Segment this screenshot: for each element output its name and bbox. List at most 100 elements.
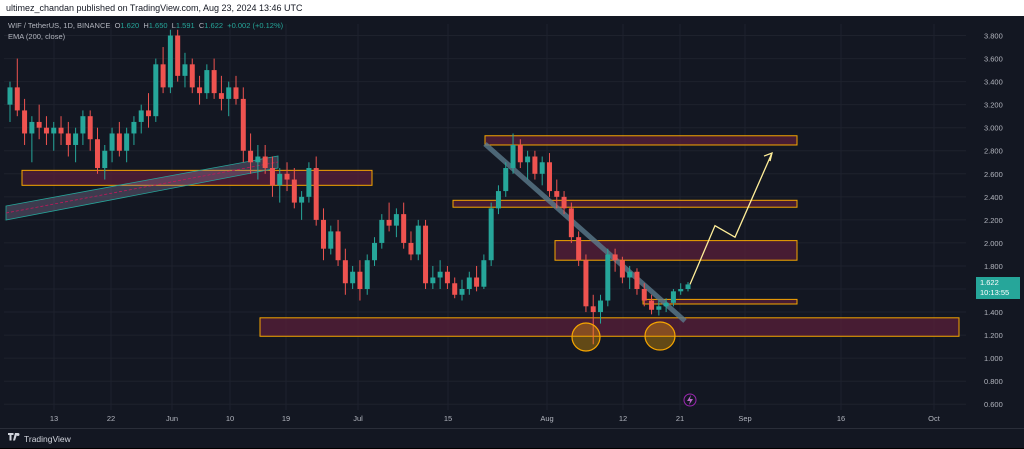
y-tick-label: 2.000: [984, 239, 1003, 248]
open-label: O: [114, 21, 121, 30]
arrow-head: [763, 152, 773, 162]
candle-body: [299, 196, 305, 203]
descending-trendline: [483, 142, 687, 323]
candle-body: [583, 260, 589, 307]
arrow-path: [689, 152, 773, 285]
open-value: 1.620: [120, 21, 140, 30]
close-value: 1.622: [204, 21, 224, 30]
symbol-name[interactable]: WIF / TetherUS, 1D, BINANCE: [8, 21, 111, 30]
candle-body: [146, 110, 152, 117]
candle-body: [277, 173, 283, 186]
candle-body: [612, 254, 618, 261]
candle-body: [539, 162, 545, 174]
time-axis[interactable]: 13 22 Jun 10 19 Jul 15 Aug 12 21 Sep 16 Oct: [50, 414, 941, 423]
candle-body: [546, 162, 552, 192]
y-tick-label: 0.800: [984, 377, 1003, 386]
candle-body: [678, 289, 684, 292]
candle-body: [510, 144, 516, 169]
zone: [554, 240, 798, 261]
candle-body: [7, 87, 13, 105]
candle-body: [197, 87, 203, 94]
candle-body: [313, 168, 319, 220]
candle-body: [65, 133, 71, 145]
candle-body: [634, 271, 640, 290]
candle-body: [182, 64, 188, 76]
candle-body: [138, 110, 144, 122]
candle-body: [437, 271, 443, 278]
ema-band-shape: [5, 155, 279, 221]
projection-arrow: [689, 152, 773, 285]
candle-body: [124, 133, 130, 151]
candle-body: [590, 306, 596, 313]
footer-bar: TradingView: [0, 428, 1024, 448]
candle-body: [22, 110, 28, 134]
low-value: 1.591: [175, 21, 195, 30]
event-icon[interactable]: [683, 393, 697, 407]
y-tick-label: 3.400: [984, 78, 1003, 87]
candle-body: [58, 127, 64, 134]
y-tick-label: 1.200: [984, 331, 1003, 340]
candle-body: [561, 196, 567, 209]
candle-body: [393, 214, 399, 226]
x-tick-label: 21: [676, 414, 684, 423]
bar-countdown: 10:13:55: [980, 288, 1010, 297]
candle-body: [284, 173, 290, 180]
candle-body: [517, 144, 523, 163]
candle-body: [87, 116, 93, 140]
ema-indicator-label[interactable]: EMA (200, close): [8, 32, 66, 41]
candle-body: [656, 306, 662, 310]
price-chart[interactable]: 3.800 3.600 3.400 3.200 3.000 2.800 2.600 2.400…: [0, 16, 1024, 428]
candle-body: [211, 70, 217, 94]
close-label: C: [198, 21, 205, 30]
candle-body: [685, 284, 691, 290]
ema-line: [5, 161, 279, 214]
lightning-bolt: [687, 395, 693, 405]
bottom-highlights: [571, 321, 676, 352]
x-tick-label: 19: [282, 414, 290, 423]
candle-body: [627, 271, 633, 278]
candle-body: [73, 133, 79, 145]
ema-band: [5, 155, 279, 221]
price-axis[interactable]: 3.800 3.600 3.400 3.200 3.000 2.800 2.600 2.400…: [984, 32, 1003, 410]
trendline: [483, 142, 687, 323]
y-tick-label: 2.400: [984, 193, 1003, 202]
candles: [7, 29, 691, 345]
x-tick-label: 22: [107, 414, 115, 423]
x-tick-label: 15: [444, 414, 452, 423]
high-value: 1.650: [148, 21, 168, 30]
zone: [259, 317, 960, 337]
y-tick-label: 1.000: [984, 354, 1003, 363]
candle-body: [554, 191, 560, 197]
zone: [21, 169, 373, 186]
candle-body: [641, 289, 647, 301]
candle-body: [291, 179, 297, 203]
candle-body: [488, 208, 494, 261]
candle-body: [255, 156, 261, 163]
candle-body: [320, 219, 326, 249]
candle-body: [415, 225, 421, 255]
grid: [4, 24, 966, 410]
x-tick-label: Jun: [166, 414, 178, 423]
candle-body: [131, 121, 137, 134]
candle-body: [102, 150, 108, 169]
candle-body: [605, 254, 611, 301]
candle-body: [364, 260, 370, 290]
x-tick-label: Aug: [540, 414, 553, 423]
last-price-tag: 1.622 10:13:55: [976, 277, 1020, 299]
candle-body: [175, 35, 181, 76]
candle-body: [116, 133, 122, 151]
candle-body: [408, 242, 414, 255]
candle-body: [466, 277, 472, 290]
candle-body: [474, 277, 480, 287]
candle-body: [401, 214, 407, 243]
x-tick-label: Jul: [353, 414, 363, 423]
y-tick-label: 0.600: [984, 400, 1003, 409]
candle-body: [269, 168, 275, 186]
publish-text: ultimez_chandan published on TradingView…: [6, 3, 303, 13]
candle-body: [379, 219, 385, 243]
candle-body: [372, 242, 378, 261]
x-tick-label: 12: [619, 414, 627, 423]
candle-body: [328, 231, 334, 249]
candle-body: [598, 300, 604, 313]
